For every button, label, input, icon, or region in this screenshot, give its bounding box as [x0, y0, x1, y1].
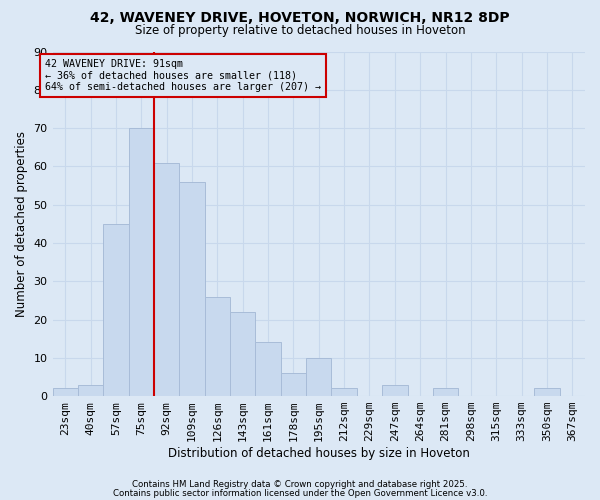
Y-axis label: Number of detached properties: Number of detached properties — [15, 131, 28, 317]
Bar — [230, 312, 256, 396]
Bar — [331, 388, 357, 396]
Bar — [53, 388, 78, 396]
Text: 42 WAVENEY DRIVE: 91sqm
← 36% of detached houses are smaller (118)
64% of semi-d: 42 WAVENEY DRIVE: 91sqm ← 36% of detache… — [45, 59, 321, 92]
Text: Contains public sector information licensed under the Open Government Licence v3: Contains public sector information licen… — [113, 489, 487, 498]
Bar — [256, 342, 281, 396]
Bar — [103, 224, 128, 396]
Bar — [306, 358, 331, 396]
Bar — [205, 296, 230, 396]
Bar — [382, 384, 407, 396]
Bar — [433, 388, 458, 396]
Text: Contains HM Land Registry data © Crown copyright and database right 2025.: Contains HM Land Registry data © Crown c… — [132, 480, 468, 489]
X-axis label: Distribution of detached houses by size in Hoveton: Distribution of detached houses by size … — [168, 447, 470, 460]
Bar — [534, 388, 560, 396]
Bar — [78, 384, 103, 396]
Bar — [128, 128, 154, 396]
Bar — [154, 162, 179, 396]
Bar — [179, 182, 205, 396]
Text: 42, WAVENEY DRIVE, HOVETON, NORWICH, NR12 8DP: 42, WAVENEY DRIVE, HOVETON, NORWICH, NR1… — [90, 11, 510, 25]
Text: Size of property relative to detached houses in Hoveton: Size of property relative to detached ho… — [134, 24, 466, 37]
Bar — [281, 373, 306, 396]
